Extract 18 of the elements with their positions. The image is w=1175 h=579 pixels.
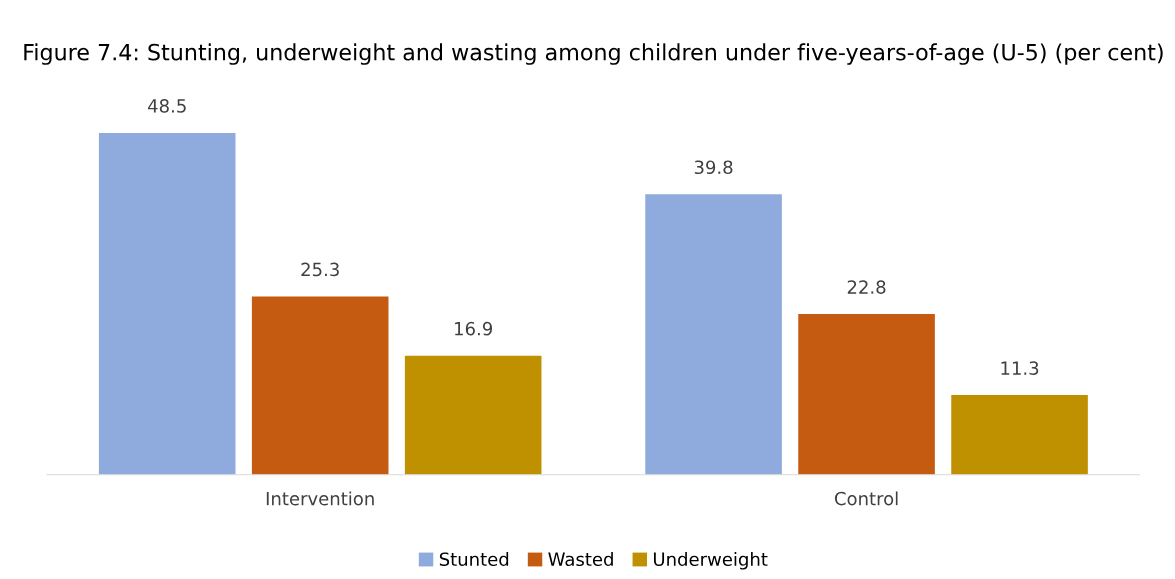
x-tick-label: Intervention [266,491,374,506]
bar [645,194,782,475]
bar [798,314,935,475]
x-tick-label: Control [834,491,898,506]
bar [951,395,1088,475]
data-label: 48.5 [147,99,186,113]
data-label: 25.3 [301,262,339,277]
legend-label: Underweight [653,552,768,570]
legend-label: Wasted [548,552,613,567]
data-label: 11.3 [1001,361,1039,375]
bar [404,355,542,475]
bar [98,132,236,475]
data-label: 16.9 [455,321,492,336]
data-label: 22.8 [847,280,886,294]
bar [251,296,389,475]
chart-title: Figure 7.4: Stunting, underweight and wasting among children under five-years-of-age (U-5) (per cent) [24,43,1163,65]
legend-label: Stunted [439,552,509,567]
data-label: 39.8 [694,160,733,175]
